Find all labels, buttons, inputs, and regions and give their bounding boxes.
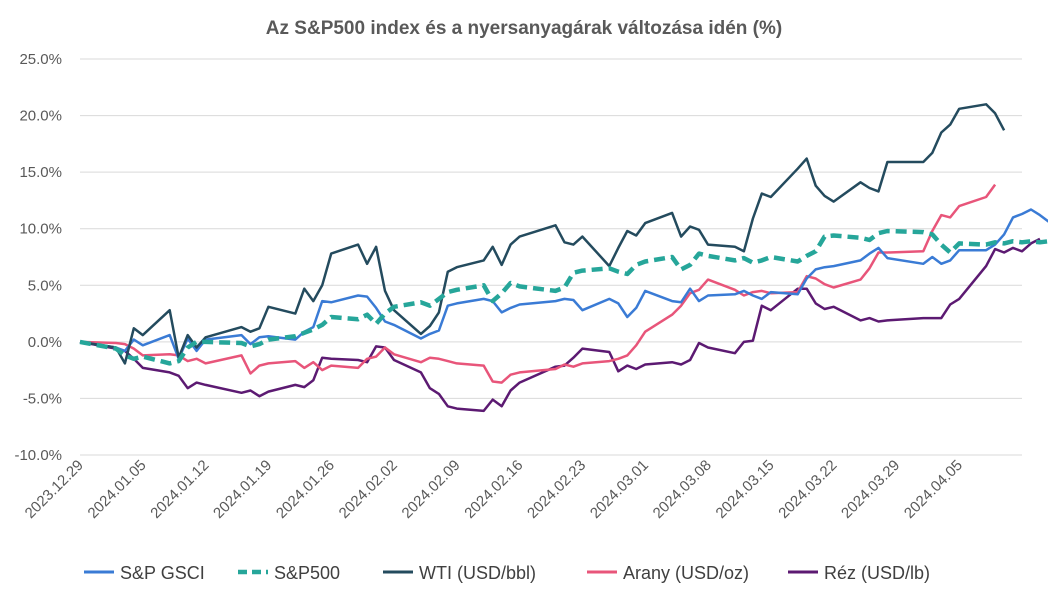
x-tick-label: 2024.03.08 bbox=[650, 457, 715, 522]
gridlines bbox=[80, 58, 1022, 456]
x-tick-label: 2024.01.05 bbox=[85, 457, 150, 522]
x-tick-label: 2024.03.22 bbox=[775, 457, 840, 522]
series-line bbox=[79, 208, 1048, 361]
x-tick-label: 2024.04.05 bbox=[901, 457, 966, 522]
x-tick-label: 2024.03.01 bbox=[587, 457, 652, 522]
y-tick-label: 15.0% bbox=[19, 164, 62, 181]
y-tick-label: -10.0% bbox=[14, 447, 62, 464]
x-tick-label: 2024.02.23 bbox=[524, 457, 589, 522]
y-tick-label: 0.0% bbox=[28, 334, 62, 351]
series-lines bbox=[79, 103, 1048, 413]
legend: S&P GSCI S&P500 WTI (USD/bbl) Arany (USD/oz… bbox=[84, 563, 930, 583]
x-tick-label: 2024.02.02 bbox=[336, 457, 401, 522]
x-tick-label: 2024.01.26 bbox=[273, 457, 338, 522]
chart-title: Az S&P500 index és a nyersanyagárak vált… bbox=[266, 18, 782, 39]
y-tick-label: 20.0% bbox=[19, 108, 62, 125]
x-tick-label: 2024.01.19 bbox=[210, 457, 275, 522]
legend-label: WTI (USD/bbl) bbox=[419, 563, 536, 583]
series-line bbox=[79, 183, 997, 384]
legend-label: S&P500 bbox=[274, 563, 340, 583]
x-tick-label: 2024.03.29 bbox=[838, 457, 903, 522]
y-axis-ticks: 25.0% 20.0% 15.0% 10.0% 5.0% 0.0% -5.0% -10.0% bbox=[14, 51, 62, 464]
y-tick-label: 25.0% bbox=[19, 51, 62, 68]
x-tick-label: 2024.03.15 bbox=[713, 457, 778, 522]
y-tick-label: -5.0% bbox=[23, 390, 62, 407]
y-tick-label: 10.0% bbox=[19, 221, 62, 238]
series-line bbox=[79, 237, 1041, 413]
series-line bbox=[79, 228, 1048, 366]
x-tick-label: 2024.02.09 bbox=[399, 457, 464, 522]
legend-label: S&P GSCI bbox=[120, 563, 205, 583]
x-tick-label: 2024.02.16 bbox=[461, 457, 526, 522]
x-tick-label: 2024.01.12 bbox=[147, 457, 212, 522]
x-axis-ticks: 2023.12.292024.01.052024.01.122024.01.19… bbox=[22, 457, 966, 522]
legend-label: Arany (USD/oz) bbox=[623, 563, 749, 583]
y-tick-label: 5.0% bbox=[28, 277, 62, 294]
legend-label: Réz (USD/lb) bbox=[824, 563, 930, 583]
x-tick-label: 2023.12.29 bbox=[22, 457, 87, 522]
series-line bbox=[79, 103, 1006, 365]
